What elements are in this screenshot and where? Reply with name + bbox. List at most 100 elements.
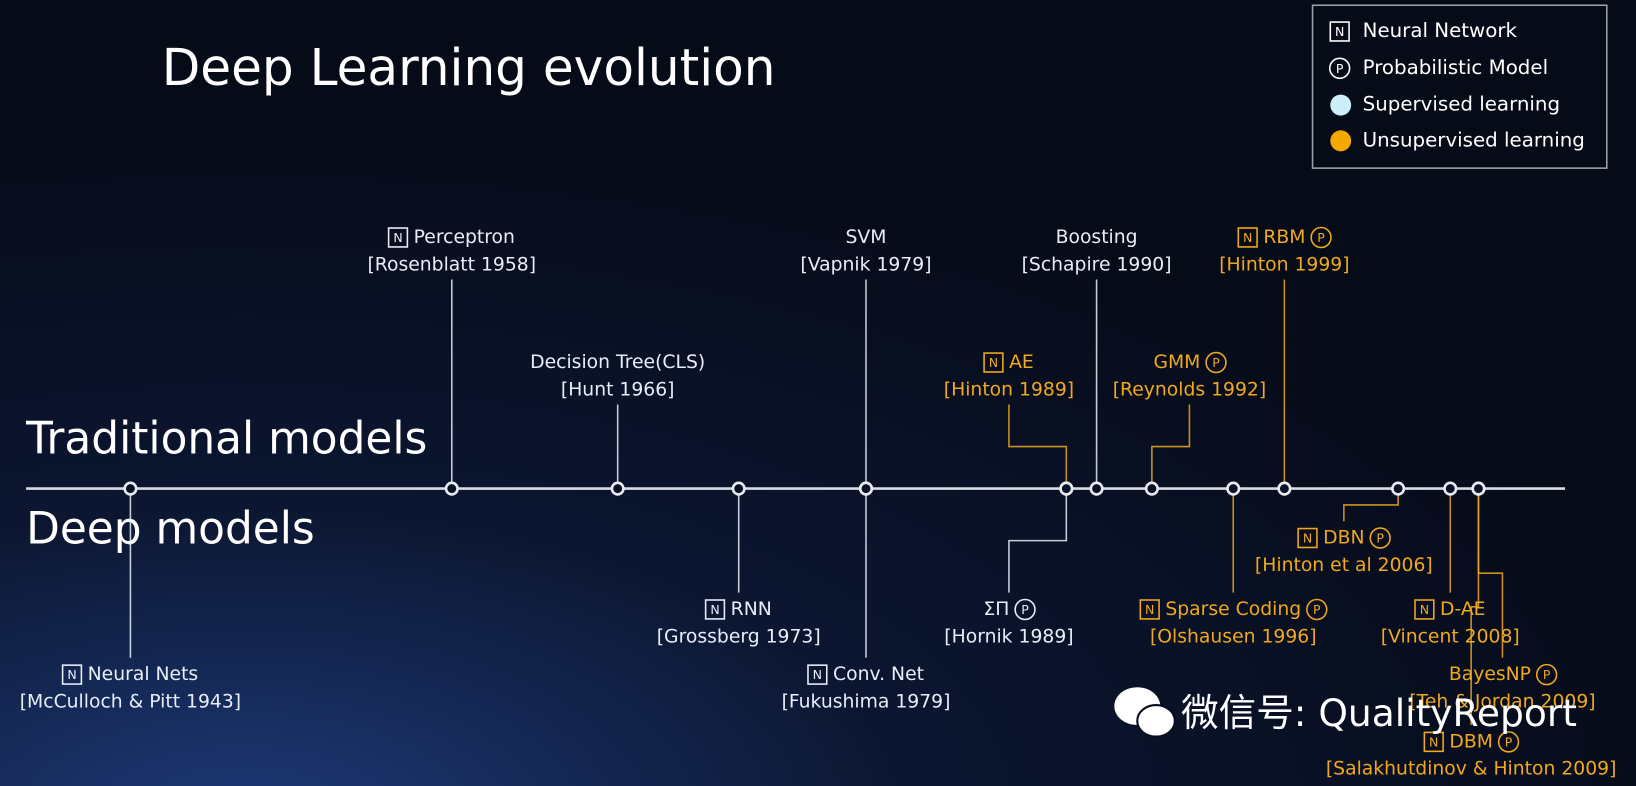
badge-box [807, 664, 828, 685]
node-name: DBM [1449, 731, 1493, 752]
badge-letter: P [1505, 734, 1513, 749]
node-citation: [Hunt 1966] [561, 379, 675, 400]
node-name: GMM [1153, 352, 1200, 373]
node-name: Conv. Net [833, 664, 924, 685]
timeline-dot [123, 481, 138, 496]
node-citation: [Teh & Jordan 2009] [1409, 691, 1595, 712]
badge-circle [1014, 598, 1036, 621]
legend-swatch [1330, 94, 1352, 116]
connector [1470, 488, 1480, 726]
badge-box [1297, 527, 1318, 549]
connector [1008, 488, 1068, 593]
node-name: Boosting [1056, 227, 1138, 248]
badge-circle [1310, 226, 1332, 249]
badge-circle [1497, 731, 1520, 753]
section-label: Deep models [26, 504, 315, 555]
badge-letter: N [710, 602, 719, 617]
badge-letter: N [989, 355, 998, 370]
badge-circle [1328, 57, 1351, 80]
node-citation: [Vapnik 1979] [800, 254, 931, 275]
badge-letter: P [1376, 531, 1384, 546]
badge-circle [1205, 351, 1227, 374]
timeline-dot [1443, 481, 1458, 496]
node-citation: [Schapire 1990] [1022, 254, 1172, 275]
legend-label: Neural Network [1363, 19, 1518, 42]
badge-box [1139, 599, 1160, 620]
node-name: AE [1009, 352, 1034, 373]
badge-letter: N [67, 667, 76, 682]
badge-letter: N [1145, 602, 1154, 617]
node-name: Decision Tree(CLS) [530, 352, 705, 373]
badge-letter: P [1212, 355, 1220, 370]
badge-letter: N [1243, 230, 1252, 245]
timeline-dot [1471, 481, 1486, 496]
node-name: DBN [1323, 527, 1364, 548]
node-citation: [Olshausen 1996] [1150, 626, 1317, 647]
badge-letter: N [1429, 734, 1438, 749]
connector [1343, 488, 1399, 522]
badge-box [704, 599, 726, 620]
connector [1008, 404, 1068, 489]
badge-box [1414, 599, 1435, 620]
badge-letter: P [1021, 602, 1029, 617]
badge-circle [1306, 598, 1328, 621]
node-citation: [Salakhutdinov & Hinton 2009] [1326, 759, 1617, 780]
node-name: RBM [1263, 227, 1305, 248]
node-name: Neural Nets [88, 664, 199, 685]
badge-letter: P [1313, 602, 1321, 617]
node-citation: [Fukushima 1979] [782, 691, 951, 712]
node-citation: [McCulloch & Pitt 1943] [20, 691, 241, 712]
badge-letter: N [1420, 602, 1429, 617]
title: Deep Learning evolution [162, 38, 776, 97]
badge-circle [1369, 527, 1391, 549]
node-name: Perceptron [414, 227, 515, 248]
badge-box [1237, 227, 1258, 248]
timeline-dot [1391, 481, 1406, 496]
node-name: SVM [846, 227, 887, 248]
connector [1151, 404, 1191, 489]
timeline-dot [610, 481, 625, 496]
legend-swatch [1330, 130, 1352, 152]
node-citation: [Hinton 1989] [944, 379, 1074, 400]
timeline-dot [1089, 481, 1104, 496]
timeline-dot [1226, 481, 1241, 496]
badge-letter: N [813, 667, 822, 682]
legend-box [1311, 4, 1608, 169]
node-citation: [Vincent 2008] [1381, 626, 1520, 647]
watermark: 微信号: QualityReport [1181, 691, 1577, 735]
badge-box [1423, 731, 1444, 753]
node-citation: [Hinton et al 2006] [1255, 555, 1433, 576]
node-citation: [Hinton 1999] [1219, 254, 1349, 275]
node-name: D-AE [1440, 599, 1485, 620]
badge-letter: P [1336, 61, 1344, 76]
legend-label: Supervised learning [1363, 93, 1560, 116]
timeline-dot [444, 481, 459, 496]
legend-label: Unsupervised learning [1363, 128, 1585, 151]
badge-box [387, 227, 409, 248]
node-name: Sparse Coding [1165, 599, 1301, 620]
timeline-dot [1144, 481, 1159, 496]
timeline-dot [731, 481, 746, 496]
timeline-dot [1277, 481, 1292, 496]
node-name: ΣΠ [983, 599, 1009, 620]
timeline-dot [858, 481, 874, 496]
section-label: Traditional models [25, 413, 427, 464]
badge-letter: N [1335, 24, 1344, 39]
badge-letter: N [393, 230, 402, 245]
badge-letter: P [1317, 230, 1325, 245]
badge-letter: N [1303, 531, 1312, 546]
badge-letter: P [1543, 667, 1551, 682]
timeline-dot [1059, 481, 1074, 496]
node-citation: [Reynolds 1992] [1113, 379, 1266, 400]
node-citation: [Rosenblatt 1958] [367, 254, 536, 275]
badge-box [1329, 21, 1350, 42]
badge-circle [1535, 663, 1558, 686]
node-name: RNN [731, 599, 772, 620]
badge-box [61, 664, 83, 685]
badge-box [983, 352, 1004, 373]
node-citation: [Grossberg 1973] [657, 626, 821, 647]
node-citation: [Hornik 1989] [944, 626, 1073, 647]
